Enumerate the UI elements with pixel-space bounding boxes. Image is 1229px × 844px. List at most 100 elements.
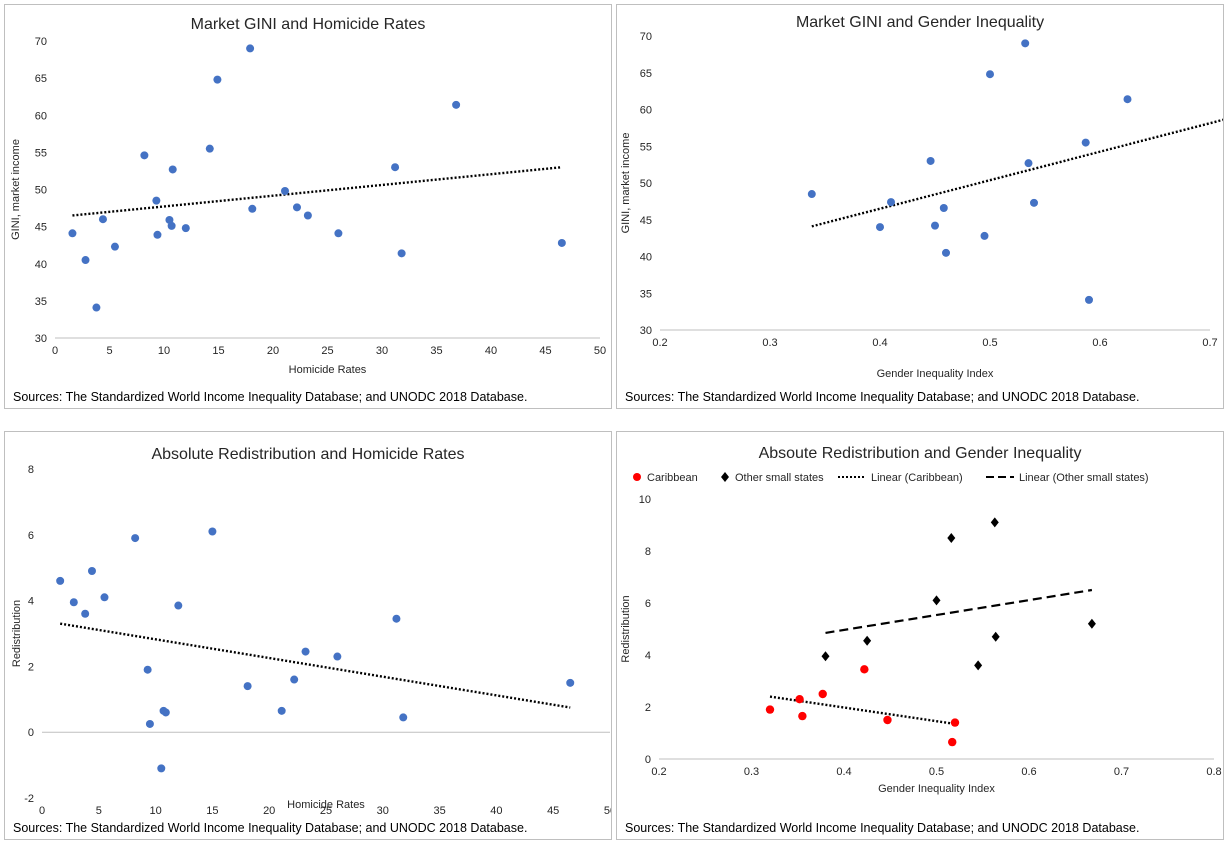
data-point xyxy=(68,229,77,238)
x-tick-label: 10 xyxy=(149,805,161,816)
x-tick-label: 0 xyxy=(39,805,45,816)
source-note: Sources: The Standardized World Income I… xyxy=(13,390,528,404)
data-point xyxy=(290,675,299,684)
trendline-other-small-states xyxy=(825,588,1093,634)
y-tick-label: 65 xyxy=(640,68,652,80)
data-point xyxy=(1030,198,1038,207)
y-axis-label: GINI, market income xyxy=(10,139,22,240)
y-tick-label: 60 xyxy=(35,110,47,122)
x-tick-label: 50 xyxy=(594,345,606,357)
x-tick-label: 0.2 xyxy=(651,766,666,778)
x-tick-label: 0.6 xyxy=(1092,337,1107,349)
data-point xyxy=(334,229,343,238)
y-tick-label: 40 xyxy=(640,252,652,264)
data-point xyxy=(157,764,166,773)
chart-title: Market GINI and Gender Inequality xyxy=(796,14,1044,31)
data-point xyxy=(167,221,176,230)
data-point-caribbean xyxy=(795,695,804,704)
data-point xyxy=(98,215,107,224)
chart-svg-redistribution-homicide: Absolute Redistribution and Homicide Rat… xyxy=(11,446,611,816)
y-tick-label: 8 xyxy=(28,464,34,476)
data-point xyxy=(143,665,152,674)
x-tick-label: 35 xyxy=(433,805,445,816)
data-point xyxy=(110,242,119,251)
y-tick-label: -2 xyxy=(24,793,34,805)
data-point xyxy=(81,609,90,618)
legend-marker-caribbean xyxy=(633,473,641,481)
data-point xyxy=(566,678,575,687)
data-point xyxy=(243,682,252,691)
data-point xyxy=(397,249,406,258)
x-axis-label: Gender Inequality Index xyxy=(878,783,995,795)
data-point xyxy=(926,156,935,165)
x-tick-label: 0.8 xyxy=(1206,766,1221,778)
data-point xyxy=(887,198,895,207)
data-point-other xyxy=(947,533,956,543)
y-axis-label: GINI, market income xyxy=(620,133,632,234)
chart-panel-redistribution-gender: Absoute Redistribution and Gender Inequa… xyxy=(616,431,1224,840)
x-tick-label: 15 xyxy=(206,805,218,816)
x-tick-label: 40 xyxy=(485,345,497,357)
trendline xyxy=(72,166,562,217)
data-point-other xyxy=(821,651,830,662)
data-point xyxy=(168,165,177,174)
x-axis-label: Homicide Rates xyxy=(289,364,367,376)
y-tick-label: 35 xyxy=(640,288,652,300)
x-axis-label: Gender Inequality Index xyxy=(877,368,994,380)
y-tick-label: 55 xyxy=(35,147,47,159)
x-tick-label: 0.2 xyxy=(652,337,667,349)
x-tick-label: 30 xyxy=(377,805,389,816)
data-point-other xyxy=(974,660,983,671)
legend-label: Caribbean xyxy=(647,472,698,484)
data-point xyxy=(280,186,289,195)
data-point xyxy=(246,44,255,53)
data-point xyxy=(333,652,342,661)
x-tick-label: 45 xyxy=(547,805,559,816)
x-tick-label: 20 xyxy=(263,805,275,816)
data-point xyxy=(292,203,301,212)
x-tick-label: 40 xyxy=(490,805,502,816)
source-note: Sources: The Standardized World Income I… xyxy=(625,821,1140,835)
data-point xyxy=(1081,138,1090,147)
x-tick-label: 0.7 xyxy=(1202,337,1217,349)
data-point xyxy=(939,203,948,212)
y-tick-label: 30 xyxy=(35,333,47,345)
data-point-other xyxy=(990,517,999,528)
data-point xyxy=(205,144,214,153)
x-tick-label: 5 xyxy=(106,345,112,357)
y-tick-label: 0 xyxy=(645,754,651,766)
chart-title: Absolute Redistribution and Homicide Rat… xyxy=(151,446,464,463)
trendline xyxy=(59,622,571,709)
data-point-other xyxy=(1087,618,1096,629)
data-point-caribbean xyxy=(798,711,807,721)
trendline xyxy=(811,118,1223,228)
chart-title: Absoute Redistribution and Gender Inequa… xyxy=(759,445,1082,462)
y-axis-label: Redistribution xyxy=(620,595,632,662)
data-point xyxy=(81,256,90,265)
chart-panel-gini-homicide: Market GINI and Homicide Rates 0 5 10 15 20 25… xyxy=(4,4,612,409)
data-point xyxy=(1085,295,1093,304)
x-tick-label: 0 xyxy=(52,345,58,357)
data-point xyxy=(391,163,400,172)
y-tick-label: 45 xyxy=(640,215,652,227)
x-axis-label: Homicide Rates xyxy=(287,799,365,811)
y-tick-label: 4 xyxy=(28,596,34,608)
data-point-other xyxy=(863,635,872,646)
x-tick-label: 50 xyxy=(604,805,611,816)
data-point-other xyxy=(932,595,941,606)
data-point xyxy=(303,211,312,220)
x-tick-label: 0.3 xyxy=(762,337,777,349)
data-point xyxy=(213,75,222,84)
data-point xyxy=(161,708,170,717)
data-point xyxy=(87,566,96,575)
chart-panel-redistribution-homicide: Absolute Redistribution and Homicide Rat… xyxy=(4,431,612,840)
legend-label: Other small states xyxy=(735,472,824,484)
x-tick-label: 15 xyxy=(212,345,224,357)
data-point-caribbean xyxy=(860,665,869,674)
data-point xyxy=(557,238,566,247)
x-tick-label: 0.4 xyxy=(872,337,887,349)
data-point xyxy=(248,204,257,213)
data-point xyxy=(942,248,950,257)
y-tick-label: 0 xyxy=(28,727,34,739)
x-tick-label: 0.7 xyxy=(1114,766,1129,778)
